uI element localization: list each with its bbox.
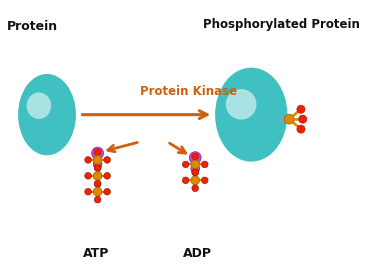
Circle shape [299, 115, 307, 123]
Circle shape [85, 172, 92, 179]
Circle shape [191, 164, 200, 173]
Circle shape [201, 161, 208, 168]
Circle shape [94, 165, 101, 171]
Circle shape [93, 171, 102, 180]
Circle shape [192, 169, 199, 176]
Ellipse shape [215, 68, 287, 162]
Circle shape [93, 187, 102, 196]
Text: ATP: ATP [83, 247, 109, 260]
Circle shape [182, 161, 189, 168]
Circle shape [104, 188, 111, 195]
Circle shape [94, 181, 101, 187]
Circle shape [182, 177, 189, 184]
Circle shape [94, 149, 101, 155]
Circle shape [189, 152, 201, 163]
Circle shape [191, 160, 200, 169]
Text: Protein Kinase: Protein Kinase [140, 85, 237, 98]
Circle shape [94, 165, 101, 171]
Circle shape [191, 176, 200, 185]
Circle shape [284, 114, 294, 124]
Circle shape [192, 185, 199, 192]
Circle shape [297, 125, 305, 133]
Text: Phosphorylated Protein: Phosphorylated Protein [203, 18, 360, 31]
Circle shape [192, 153, 199, 160]
Circle shape [201, 177, 208, 184]
Circle shape [297, 105, 305, 113]
Text: ADP: ADP [182, 247, 212, 260]
Circle shape [85, 188, 92, 195]
Circle shape [85, 157, 92, 163]
Circle shape [104, 172, 111, 179]
Circle shape [94, 181, 101, 187]
Circle shape [94, 196, 101, 203]
Text: Protein: Protein [7, 20, 59, 33]
Circle shape [93, 155, 102, 164]
Circle shape [104, 157, 111, 163]
Circle shape [92, 147, 104, 159]
Ellipse shape [18, 74, 76, 155]
Circle shape [93, 160, 102, 169]
Circle shape [192, 169, 199, 176]
Ellipse shape [226, 89, 256, 120]
Ellipse shape [27, 92, 51, 119]
